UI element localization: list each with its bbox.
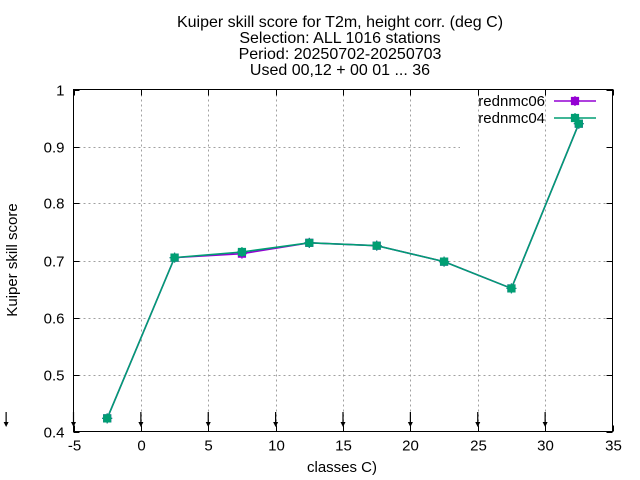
data-point-rednmc04: [439, 256, 450, 267]
x-tick-label: 5: [204, 438, 212, 455]
chart-title: Kuiper skill score for T2m, height corr.…: [177, 14, 503, 79]
tick-labels: -5 0 5 10 15 20 25 30 35 0.4 0.5 0.6 0.7 0.8 0.9 1: [44, 83, 622, 455]
legend-marker: [570, 96, 580, 106]
y-axis-label: Kuiper skill score: [4, 203, 21, 316]
arrow-marker: [3, 412, 9, 427]
title-line-2: Selection: ALL 1016 stations: [239, 30, 440, 47]
x-tick-label: -5: [68, 438, 81, 455]
x-tick-label: 30: [537, 438, 554, 455]
y-tick-label: 0.9: [44, 140, 65, 157]
data-point-rednmc04: [102, 413, 113, 424]
legend-label: rednmc04: [478, 110, 545, 127]
title-line-1: Kuiper skill score for T2m, height corr.…: [177, 14, 503, 31]
arrow-marker: [542, 412, 548, 427]
title-line-4: Used 00,12 + 00 01 ... 36: [250, 62, 430, 79]
y-tick-label: 0.5: [44, 368, 65, 385]
arrow-marker: [340, 412, 346, 427]
x-tick-label: 15: [335, 438, 352, 455]
x-tick-label: 0: [137, 438, 145, 455]
y-tick-label: 0.7: [44, 254, 65, 271]
legend-label: rednmc06: [478, 93, 545, 110]
legend-entry-rednmc04: rednmc04: [478, 110, 596, 127]
legend-marker: [570, 113, 580, 123]
x-axis-label: classes C): [307, 459, 377, 476]
x-tick-label: 20: [402, 438, 419, 455]
data-point-rednmc04: [371, 240, 382, 251]
title-line-3: Period: 20250702-20250703: [239, 46, 442, 63]
series-rednmc04: [102, 118, 584, 424]
arrow-marker: [205, 412, 211, 427]
y-tick-label: 0.4: [44, 425, 65, 442]
x-tick-label: 10: [268, 438, 285, 455]
arrow-marker: [273, 412, 279, 427]
series-layer: [102, 118, 584, 424]
y-tick-label: 0.8: [44, 196, 65, 213]
axis-ticks: [73, 89, 614, 433]
grid-lines: [73, 89, 613, 432]
data-point-rednmc04: [304, 237, 315, 248]
arrow-marker: [475, 412, 481, 427]
arrow-marker: [407, 412, 413, 427]
x-tick-label: 25: [470, 438, 487, 455]
arrow-markers: [3, 412, 548, 427]
data-point-rednmc04: [506, 283, 517, 294]
data-point-rednmc04: [169, 252, 180, 263]
x-tick-label: 35: [605, 438, 622, 455]
plot-frame: [73, 89, 613, 432]
arrow-marker: [138, 412, 144, 427]
series-line-rednmc04: [106, 123, 580, 419]
y-tick-label: 0.6: [44, 311, 65, 328]
data-point-rednmc04: [236, 246, 247, 257]
legend-entry-rednmc06: rednmc06: [478, 93, 596, 110]
y-tick-label: 1: [56, 83, 64, 100]
